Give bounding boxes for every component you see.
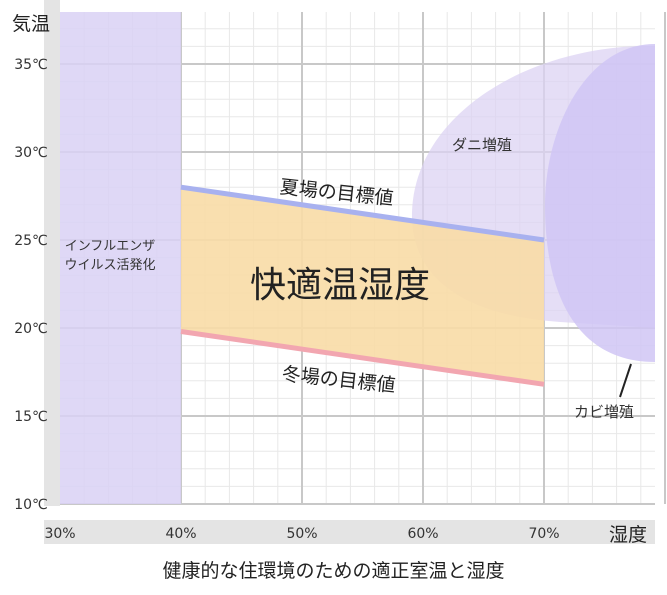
region-label-comfort: 快適温湿度: [250, 265, 430, 306]
chart-caption: 健康的な住環境のための適正室温と湿度: [162, 560, 505, 582]
x-tick-label: 60%: [407, 526, 438, 542]
y-tick-label: 15℃: [14, 409, 48, 425]
y-axis-band: [44, 0, 60, 506]
region-label-mold: カビ増殖: [574, 403, 634, 421]
regions: [60, 12, 655, 504]
x-axis-band: [44, 520, 655, 544]
region-mold: [545, 44, 655, 362]
x-axis-title: 湿度: [609, 524, 647, 546]
y-tick-label: 35℃: [14, 57, 48, 73]
x-tick-label: 40%: [165, 526, 196, 542]
region-influenza: [60, 12, 181, 504]
region-label-influenza-line1: インフルエンザ: [65, 239, 156, 254]
y-axis-title: 気温: [12, 13, 50, 35]
y-tick-label: 10℃: [14, 497, 48, 513]
mold-pointer-line: [619, 363, 632, 398]
x-tick-label: 50%: [286, 526, 317, 542]
x-tick-label: 70%: [528, 526, 559, 542]
summer-target-line: [180, 184, 545, 243]
y-tick-label: 30℃: [14, 145, 48, 161]
series-lines: [180, 184, 632, 398]
region-comfort: [181, 187, 544, 385]
x-tick-label: 30%: [44, 526, 75, 542]
region-label-dust-mites: ダニ増殖: [452, 136, 512, 154]
y-tick-label: 25℃: [14, 233, 48, 249]
y-tick-label: 20℃: [14, 321, 48, 337]
winter-target-line: [180, 329, 545, 387]
region-label-influenza-line2: ウイルス活発化: [64, 258, 155, 273]
